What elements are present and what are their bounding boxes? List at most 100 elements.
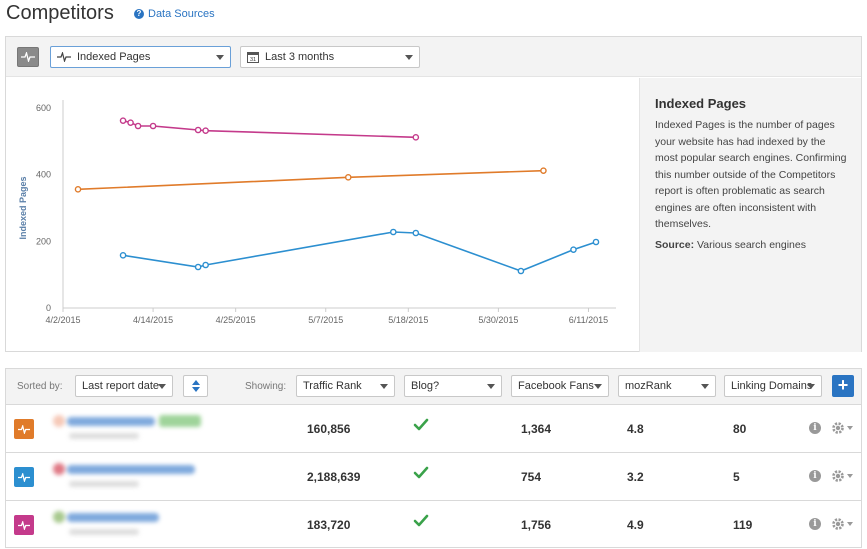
data-sources-label: Data Sources	[148, 8, 215, 20]
chevron-down-icon	[216, 55, 224, 60]
help-circle-icon: ?	[134, 9, 144, 19]
sort-direction-button[interactable]	[183, 375, 208, 397]
column-select-4[interactable]: mozRank	[618, 375, 716, 397]
table-row[interactable]: 183,720 1,756 4.9 119 i	[5, 500, 862, 548]
column-select-2[interactable]: Blog?	[404, 375, 502, 397]
x-tick-label: 5/7/2015	[308, 315, 343, 325]
gear-icon[interactable]	[831, 420, 855, 436]
data-point	[74, 186, 82, 193]
y-axis-label: Indexed Pages	[18, 176, 28, 239]
x-tick-label: 4/25/2015	[216, 315, 256, 325]
column-select-2-value: Blog?	[411, 380, 440, 392]
chevron-down-icon	[487, 384, 495, 389]
page-title: Competitors	[6, 2, 114, 24]
linking-domains-value: 80	[733, 422, 747, 436]
data-point	[194, 126, 202, 134]
data-point	[517, 267, 525, 275]
y-tick-label: 200	[36, 236, 51, 246]
chevron-down-icon	[380, 384, 388, 389]
sort-down-icon	[191, 387, 200, 392]
add-column-button[interactable]: +	[832, 375, 854, 397]
info-icon[interactable]: i	[809, 518, 821, 530]
plus-icon: +	[837, 375, 849, 395]
pulse-icon[interactable]	[14, 515, 34, 535]
table-row[interactable]: 2,188,639 754 3.2 5 i	[5, 452, 862, 500]
data-point	[390, 228, 397, 236]
linking-domains-value: 5	[733, 470, 740, 484]
checkmark-icon	[413, 514, 429, 527]
traffic-rank-value: 160,856	[307, 422, 351, 436]
chart-toolbar: Indexed Pages 31 Last 3 months	[6, 37, 861, 77]
traffic-rank-value: 2,188,639	[307, 470, 361, 484]
x-tick-label: 5/18/2015	[388, 315, 428, 325]
series-line-3	[122, 119, 416, 139]
gear-icon[interactable]	[831, 468, 855, 484]
pulse-icon[interactable]	[14, 467, 34, 487]
data-point	[149, 122, 157, 130]
mozrank-value: 3.2	[627, 470, 644, 484]
table-row[interactable]: 160,856 1,364 4.8 80 i	[5, 404, 862, 452]
column-select-3[interactable]: Facebook Fans	[511, 375, 609, 397]
data-point	[119, 252, 127, 259]
sort-select-value: Last report date	[82, 380, 160, 392]
gear-icon[interactable]	[831, 516, 855, 532]
chevron-down-icon	[701, 384, 709, 389]
competitor-table: 160,856 1,364 4.8 80 i 2,188,639 754 3.2…	[5, 404, 862, 548]
showing-label: Showing:	[245, 381, 287, 392]
column-select-1-value: Traffic Rank	[303, 380, 362, 392]
linking-domains-value: 119	[733, 518, 753, 532]
metric-info-description: Indexed Pages is the number of pages you…	[655, 119, 847, 230]
data-point	[134, 122, 142, 130]
metric-info-panel: Indexed Pages Indexed Pages is the numbe…	[639, 78, 861, 352]
data-point	[570, 246, 577, 253]
metric-info-title: Indexed Pages	[655, 96, 747, 111]
info-icon[interactable]: i	[809, 470, 821, 482]
line-chart: 0 200 400 600 Indexed Pages 4/2/2015 4/14/2015…	[6, 78, 639, 352]
pulse-icon	[57, 52, 71, 62]
info-icon[interactable]: i	[809, 422, 821, 434]
data-point	[119, 117, 127, 124]
chevron-down-icon	[594, 384, 602, 389]
chart-panel: Indexed Pages 31 Last 3 months 0 200 400 60…	[5, 36, 862, 352]
column-select-3-value: Facebook Fans	[518, 380, 594, 392]
source-value: Various search engines	[697, 238, 806, 251]
chevron-down-icon	[158, 384, 166, 389]
x-tick-label: 4/2/2015	[45, 315, 80, 325]
sort-up-icon	[191, 380, 200, 385]
checkmark-icon	[413, 466, 429, 479]
y-tick-label: 0	[46, 303, 51, 313]
competitor-name-blurred[interactable]	[51, 463, 211, 493]
series-line-1	[77, 169, 544, 191]
svg-text:31: 31	[250, 57, 256, 63]
checkmark-icon	[413, 418, 429, 431]
chart-type-button[interactable]	[17, 47, 39, 67]
chevron-down-icon	[405, 55, 413, 60]
x-tick-label: 4/14/2015	[133, 315, 173, 325]
data-point	[202, 127, 209, 134]
date-range-select[interactable]: 31 Last 3 months	[240, 46, 420, 68]
traffic-rank-value: 183,720	[307, 518, 351, 532]
competitor-name-blurred[interactable]	[51, 511, 211, 541]
x-tick-label: 6/11/2015	[569, 315, 608, 325]
pulse-icon[interactable]	[14, 419, 34, 439]
sorted-by-label: Sorted by:	[17, 381, 63, 392]
table-toolbar: Sorted by: Last report date Showing: Tra…	[5, 368, 862, 404]
data-point	[194, 263, 202, 271]
data-sources-link[interactable]: ? Data Sources	[134, 8, 215, 20]
x-tick-label: 5/30/2015	[478, 315, 518, 325]
facebook-fans-value: 1,756	[521, 518, 552, 532]
data-point	[127, 119, 134, 126]
date-range-value: Last 3 months	[265, 51, 335, 63]
data-point	[592, 238, 600, 246]
mozrank-value: 4.9	[627, 518, 644, 532]
column-select-1[interactable]: Traffic Rank	[296, 375, 395, 397]
column-select-5-value: Linking Domains	[731, 380, 813, 392]
metric-select-value: Indexed Pages	[77, 51, 151, 63]
sort-select[interactable]: Last report date	[75, 375, 173, 397]
calendar-icon: 31	[247, 52, 259, 63]
metric-select[interactable]: Indexed Pages	[50, 46, 231, 68]
source-label: Source:	[655, 238, 695, 251]
column-select-5[interactable]: Linking Domains	[724, 375, 822, 397]
competitor-name-blurred[interactable]	[51, 415, 211, 445]
series-line-2	[122, 231, 597, 272]
